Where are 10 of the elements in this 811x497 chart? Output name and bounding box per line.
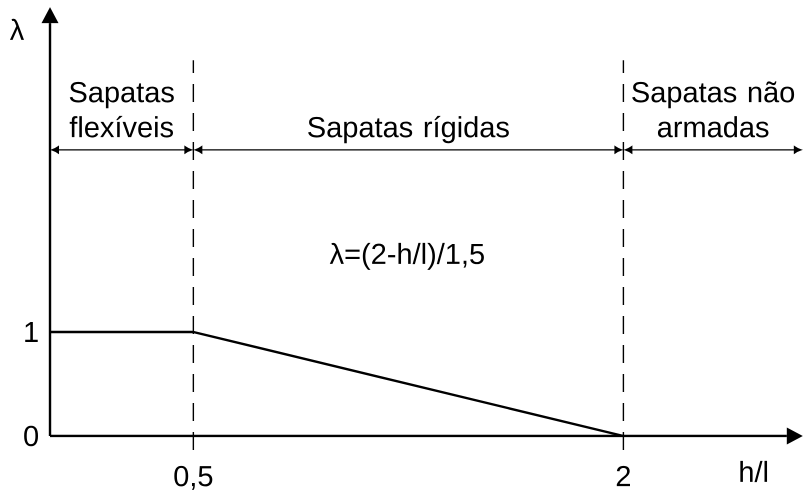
y-tick-label: 1	[25, 322, 38, 342]
annotation: Sapatas flexíveis	[70, 82, 174, 138]
y-axis-title: λ	[10, 18, 24, 40]
annotation: λ=(2-h/l)/1,5	[330, 242, 484, 270]
x-axis-title: h/l	[740, 460, 768, 482]
annotation: Sapatas rígidas	[308, 116, 509, 144]
annotation: Sapatas não armadas	[632, 81, 794, 138]
x-tick-label: 0,5	[174, 466, 212, 490]
y-tick-label: 0	[24, 426, 38, 446]
x-tick-label: 2	[616, 466, 630, 486]
